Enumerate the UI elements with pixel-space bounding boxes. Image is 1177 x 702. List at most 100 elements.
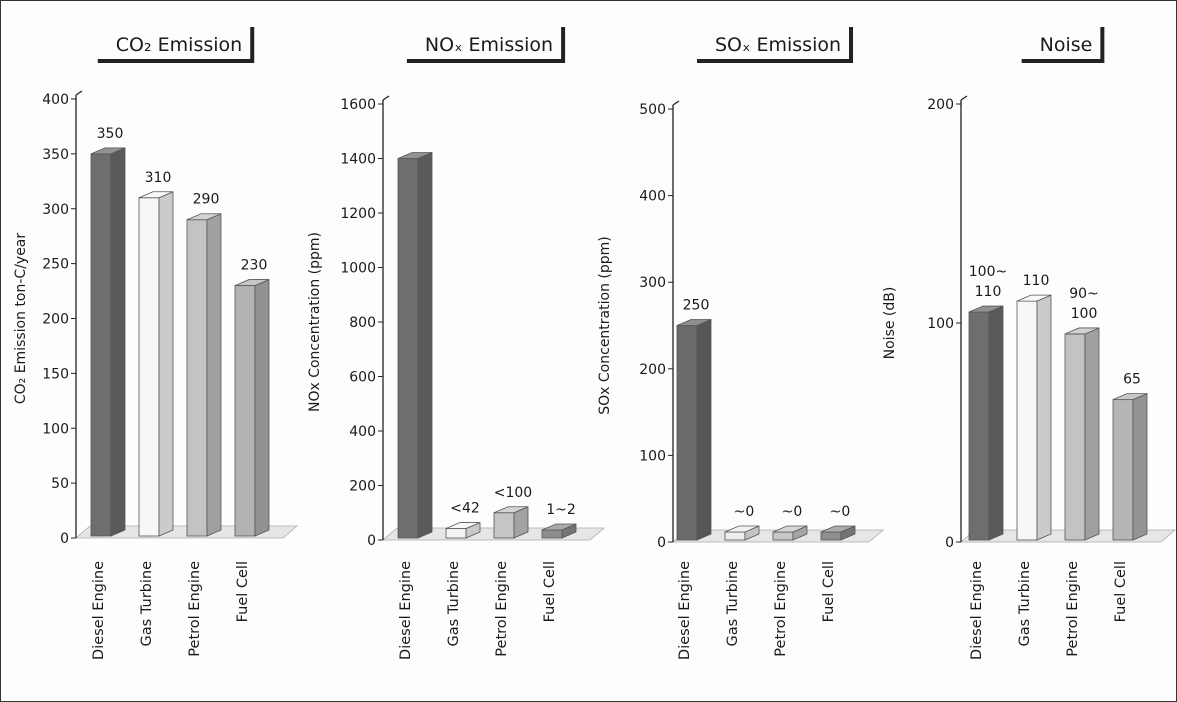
bar-side [988,305,1004,541]
bar-value-label: ~0 [782,504,803,520]
bar-side [206,213,222,537]
bar-front [1016,300,1038,541]
bar-front [493,512,515,539]
y-tick-label: 1200 [340,206,376,222]
y-tick-label: 400 [639,189,666,205]
y-tick-label: 1600 [340,97,376,113]
bar-side [1036,294,1052,541]
category-label: Fuel Cell [542,561,558,622]
bar-front [234,285,256,537]
y-tick-label: 200 [639,362,666,378]
bar: ~0 [772,504,808,541]
category-label: Diesel Engine [969,561,985,660]
bar: 100~ 110 [968,264,1007,541]
chart-panel: SOₓ Emission 0 100 200 300 400 500 SOx Concentr… [597,27,885,660]
y-tick-label: 100 [639,448,666,464]
y-tick-label: 200 [42,312,69,328]
y-tick-label: 400 [349,424,376,440]
bar-value-label: 350 [97,126,124,142]
bar-front [968,311,990,541]
bar-top [968,305,1004,313]
bar-side [110,147,126,537]
y-tick-label: 50 [51,476,69,492]
bar-side [158,191,174,537]
bar-side [417,151,433,539]
bar: ~0 [820,504,856,541]
bar: 350 [90,126,126,537]
bar: <100 [493,485,532,539]
bar-value-label: 110 [975,284,1002,300]
bar: 65 [1112,372,1148,541]
bar-value-label: ~0 [734,504,755,520]
chart-title: NOₓ Emission [425,34,553,56]
bar-value-label: <100 [494,485,532,501]
bar-value-label: 110 [1023,273,1050,289]
bar-front [90,153,112,537]
bar: 230 [234,258,270,537]
category-label: Diesel Engine [398,561,414,660]
y-axis-label: SOx Concentration (ppm) [597,236,613,414]
bar-value-label: 65 [1123,372,1141,388]
y-axis-cap [672,100,680,106]
bar-top [1112,393,1148,401]
y-tick-label: 100 [42,421,69,437]
bar-front [397,158,419,539]
bar-front [724,531,746,541]
bar-top [445,522,481,529]
category-label: Gas Turbine [139,561,155,647]
bar-top [397,152,433,159]
y-axis-cap [960,95,968,101]
category-label: Fuel Cell [235,561,251,622]
y-tick-label: 1000 [340,261,376,277]
bar: 310 [138,170,174,537]
y-axis-cap [75,90,83,96]
category-label: Petrol Engine [187,561,203,657]
y-tick-label: 600 [349,370,376,386]
bar-value-label: 290 [193,192,220,208]
y-tick-label: 350 [42,147,69,163]
y-tick-label: 300 [639,275,666,291]
bar-top [1016,294,1052,302]
bar: 110 [1016,273,1052,541]
bar-front [1064,333,1086,541]
y-tick-label: 1400 [340,152,376,168]
bar-top [138,191,174,199]
bar-front [445,528,467,539]
chart-title: CO₂ Emission [116,34,242,56]
category-label: Gas Turbine [725,561,741,647]
bar-value-label: 100~ [969,264,1007,280]
y-tick-label: 0 [657,535,666,551]
y-tick-label: 0 [945,535,954,551]
bar-top [90,147,126,155]
bar-front [1112,399,1134,541]
bar-top [1064,327,1100,335]
bar-value-label: 230 [241,258,268,274]
title-frame [406,27,566,63]
bar-value-label: 310 [145,170,172,186]
y-axis-label: CO₂ Emission ton-C/year [13,233,29,405]
chart-title: Noise [1040,34,1093,56]
bar-top [541,523,577,531]
title-frame [1021,27,1105,63]
category-label: Petrol Engine [494,561,510,657]
bar-top [772,525,808,533]
title-frame [696,27,854,63]
y-tick-label: 0 [367,533,376,549]
y-tick-label: 400 [42,92,69,108]
bar-front [541,529,563,539]
bar-front [772,531,794,541]
y-tick-label: 150 [42,366,69,382]
category-label: Petrol Engine [1065,561,1081,657]
y-tick-label: 100 [927,316,954,332]
category-label: Diesel Engine [91,561,107,660]
bar-side [254,278,270,537]
category-label: Diesel Engine [677,561,693,660]
y-tick-label: 0 [60,531,69,547]
bar-value-label: 100 [1071,306,1098,322]
y-tick-label: 200 [349,479,376,495]
y-tick-label: 500 [639,102,666,118]
bar-front [676,325,698,541]
category-label: Petrol Engine [773,561,789,657]
